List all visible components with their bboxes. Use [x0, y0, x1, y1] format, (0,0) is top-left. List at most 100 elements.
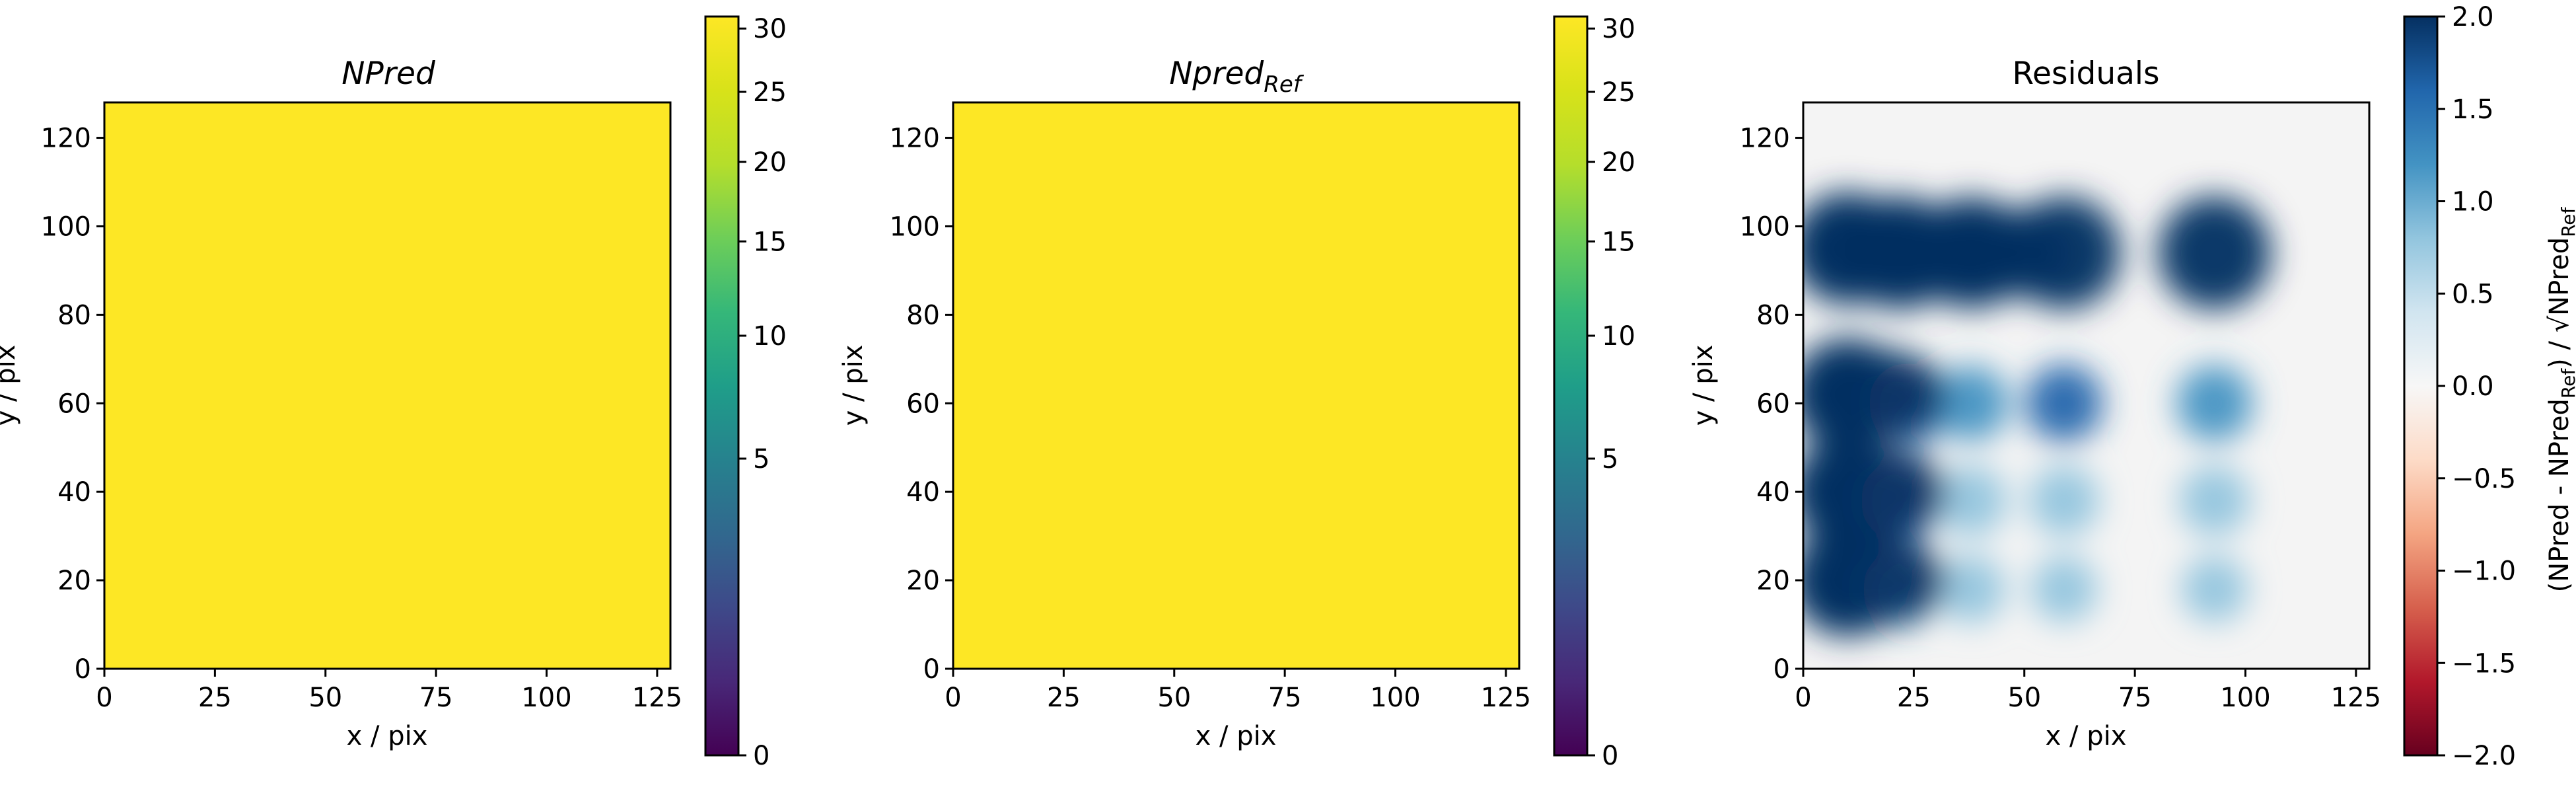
colorbar-tick-label: 30: [1602, 14, 1635, 44]
panel-residuals-xaxis: 0 25 50 75 100 125: [1795, 669, 2381, 713]
x-tick-label: 100: [521, 683, 571, 713]
colorbar-tick-label: 0: [753, 741, 769, 771]
panel-npred-yaxis: 0 20 40 60 80 100 120: [41, 124, 104, 685]
y-tick-label: 40: [1756, 477, 1790, 508]
y-tick-label: 40: [906, 477, 940, 508]
x-tick-label: 0: [1795, 683, 1811, 713]
panel-npred-colorbar: [704, 15, 740, 757]
panel-residuals-colorbar-ticks: −2.0 −1.5 −1.0 −0.5 0.0 0.5 1.0 1.5 2.0: [2437, 2, 2516, 771]
panel-npred-ref-image: [952, 101, 1521, 670]
x-tick-label: 0: [96, 683, 112, 713]
y-tick-label: 20: [1756, 566, 1790, 596]
colorbar-tick-label: 5: [1602, 444, 1618, 474]
panel-npred-xlabel: x / pix: [347, 721, 428, 751]
colorbar-tick-label: 5: [753, 444, 769, 474]
x-tick-label: 75: [2118, 683, 2152, 713]
panel-residuals-image: [1803, 102, 2369, 669]
colorbar-tick-label: −2.0: [2452, 741, 2516, 771]
x-tick-label: 50: [308, 683, 342, 713]
colorbar-tick-label: −1.0: [2452, 556, 2516, 587]
y-tick-label: 60: [57, 389, 91, 419]
y-tick-label: 120: [41, 124, 91, 154]
y-tick-label: 80: [57, 300, 91, 330]
x-tick-label: 75: [1268, 683, 1302, 713]
y-tick-label: 80: [906, 300, 940, 330]
y-tick-label: 100: [1740, 211, 1790, 242]
x-tick-label: 125: [2331, 683, 2381, 713]
colorbar-tick-label: 10: [753, 321, 787, 352]
panel-residuals-colorbar: [2403, 15, 2439, 757]
x-tick-label: 25: [1897, 683, 1931, 713]
y-tick-label: 0: [1773, 654, 1790, 685]
colorbar-tick-label: 1.5: [2452, 94, 2494, 125]
y-tick-label: 100: [41, 211, 91, 242]
y-tick-label: 100: [890, 211, 940, 242]
panel-residuals-yaxis: 0 20 40 60 80 100 120: [1740, 124, 1803, 685]
x-tick-label: 75: [419, 683, 453, 713]
colorbar-tick-label: −1.5: [2452, 648, 2516, 679]
colorbar-tick-label: 1.0: [2452, 187, 2494, 217]
panel-npred-image: [103, 101, 672, 670]
panel-npred-ref-xaxis: 0 25 50 75 100 125: [945, 669, 1531, 713]
residual-blob: [2181, 556, 2248, 623]
residual-blob: [2028, 465, 2100, 536]
colorbar-tick-label: 0.0: [2452, 371, 2494, 402]
x-tick-label: 100: [1370, 683, 1420, 713]
colorbar-tick-label: 30: [753, 14, 787, 44]
residual-blob: [1925, 206, 2071, 299]
residual-blob: [2157, 196, 2272, 310]
y-tick-label: 20: [57, 566, 91, 596]
colorbar-tick-label: 0: [1602, 741, 1618, 771]
colorbar-tick-label: 15: [753, 227, 787, 257]
residual-blob: [1933, 365, 2009, 441]
y-tick-label: 20: [906, 566, 940, 596]
panel-npred-ref-colorbar-ticks: 0 5 10 15 20 25 30: [1587, 14, 1635, 771]
panel-npred-ref-title: NpredRef: [1169, 56, 1305, 98]
colorbar-tick-label: 25: [753, 77, 787, 108]
y-tick-label: 60: [906, 389, 940, 419]
residual-blob: [1937, 555, 2005, 623]
panel-npred-ylabel: y / pix: [0, 345, 21, 426]
panel-npred-title: NPred: [341, 56, 436, 92]
x-tick-label: 125: [1481, 683, 1531, 713]
y-tick-label: 0: [75, 654, 91, 685]
residual-blob: [2025, 364, 2103, 442]
colorbar-tick-label: 0.5: [2452, 279, 2494, 309]
panel-residuals-title: Residuals: [2013, 56, 2160, 92]
y-tick-label: 40: [57, 477, 91, 508]
panel-residuals-frame: [1802, 101, 2371, 670]
panel-npred-colorbar-ticks: 0 5 10 15 20 25 30: [738, 14, 787, 771]
x-tick-label: 25: [198, 683, 232, 713]
panel-residuals-ylabel: y / pix: [1688, 345, 1719, 426]
residual-blob: [2179, 465, 2250, 536]
residual-blob: [1803, 348, 1947, 441]
colorbar-tick-label: 10: [1602, 321, 1635, 352]
residual-blob: [1803, 445, 1947, 539]
colorbar-tick-label: 20: [753, 147, 787, 178]
y-tick-label: 0: [923, 654, 940, 685]
panel-residuals-xlabel: x / pix: [2046, 721, 2127, 751]
y-tick-label: 120: [1740, 124, 1790, 154]
colorbar-tick-label: 2.0: [2452, 2, 2494, 32]
x-tick-label: 100: [2220, 683, 2270, 713]
colorbar-tick-label: 15: [1602, 227, 1635, 257]
residual-blob: [2176, 365, 2253, 441]
panel-npred-ref-ylabel: y / pix: [838, 345, 869, 426]
colorbar-tick-label: 25: [1602, 77, 1635, 108]
panel-npred-ref-colorbar: [1553, 15, 1589, 757]
x-tick-label: 25: [1047, 683, 1081, 713]
residual-blob: [1803, 534, 1947, 627]
panel-residuals-colorbar-label: (NPred - NPredRef) / √NPredRef: [2544, 206, 2576, 592]
y-tick-label: 60: [1756, 389, 1790, 419]
residual-blob: [2030, 556, 2098, 623]
colorbar-tick-label: −0.5: [2452, 464, 2516, 494]
x-tick-label: 0: [945, 683, 961, 713]
panel-npred-ref-xlabel: x / pix: [1196, 721, 1277, 751]
x-tick-label: 125: [632, 683, 682, 713]
panel-npred-xaxis: 0 25 50 75 100 125: [96, 669, 682, 713]
x-tick-label: 50: [1157, 683, 1191, 713]
residual-blob: [1936, 465, 2007, 536]
